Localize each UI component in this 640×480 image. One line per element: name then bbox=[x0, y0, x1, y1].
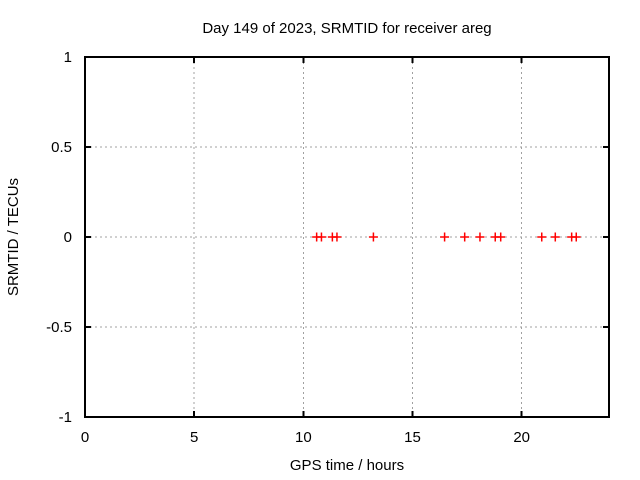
grid-layer bbox=[85, 57, 609, 417]
data-point-marker bbox=[368, 232, 378, 242]
chart-title: Day 149 of 2023, SRMTID for receiver are… bbox=[202, 20, 491, 37]
data-point-marker bbox=[475, 232, 485, 242]
x-tick-label: 0 bbox=[81, 429, 89, 446]
plot-border bbox=[84, 56, 610, 418]
y-tick-label: -1 bbox=[59, 409, 72, 426]
data-point-marker bbox=[550, 232, 560, 242]
data-point-marker bbox=[316, 232, 326, 242]
y-tick-label: 1 bbox=[64, 49, 72, 66]
y-tick-label: 0 bbox=[64, 229, 72, 246]
x-axis-title: GPS time / hours bbox=[290, 457, 404, 474]
y-axis-title: SRMTID / TECUs bbox=[5, 178, 22, 296]
x-tick-label: 5 bbox=[190, 429, 198, 446]
x-tick-label: 15 bbox=[404, 429, 421, 446]
data-point-marker bbox=[571, 232, 581, 242]
data-point-marker bbox=[496, 232, 506, 242]
x-tick-label: 20 bbox=[513, 429, 530, 446]
data-point-marker bbox=[332, 232, 342, 242]
x-tick-label: 10 bbox=[295, 429, 312, 446]
y-tick-label: 0.5 bbox=[51, 139, 72, 156]
marker-layer bbox=[312, 232, 581, 242]
data-point-marker bbox=[460, 232, 470, 242]
tick-label-layer: 0 5 10 15 20 -1 -0.5 0 0.5 1 bbox=[46, 49, 530, 446]
data-point-marker bbox=[440, 232, 450, 242]
data-point-marker bbox=[537, 232, 547, 242]
y-tick-label: -0.5 bbox=[46, 319, 72, 336]
